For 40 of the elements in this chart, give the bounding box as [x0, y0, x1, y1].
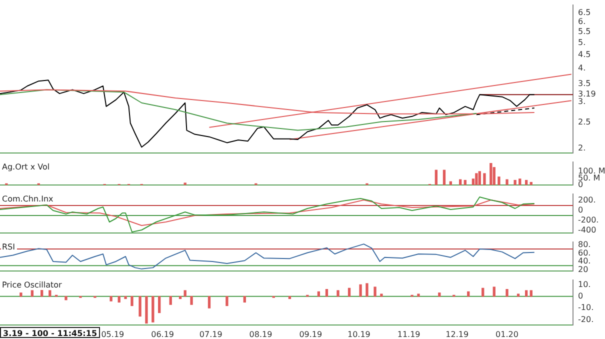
y-tick-label: 20 [578, 264, 588, 274]
y-tick-label: 200. [578, 196, 596, 205]
x-tick-label: 07.19 [199, 330, 222, 339]
y-tick-label: 0 [578, 180, 584, 190]
y-tick-label: 2.5 [578, 118, 591, 127]
y-tick-label: 50. M [578, 173, 600, 182]
y-tick-label: 60. [578, 248, 591, 258]
y-tick-label: 6.5 [578, 8, 591, 17]
x-tick-label: 10.19 [347, 330, 370, 339]
y-tick-label: 100. M [578, 166, 605, 176]
y-tick-label: 80. [578, 240, 591, 249]
y-tick-label: 5.5 [578, 27, 591, 36]
y-tick-label: 2. [578, 143, 586, 152]
y-tick-label: 0 [578, 206, 584, 215]
y-tick-label: 0 [578, 291, 584, 300]
y-tick-label: 6. [578, 17, 586, 26]
y-tick-label: 4. [578, 64, 586, 73]
chart-title: Com.Chn.Inx [2, 194, 54, 204]
y-tick-label: -400 [578, 226, 596, 235]
chart-title: RSI [2, 242, 15, 252]
x-tick-label: 06.19 [151, 330, 174, 339]
chart-title: Price Oscillator [2, 280, 63, 290]
x-tick-label: 11.19 [397, 330, 420, 339]
y-tick-label: 3. [578, 96, 586, 106]
chart-title: Ag.Ort x Vol [2, 162, 50, 172]
x-tick-label: 01.20 [496, 330, 518, 339]
x-tick-label: 12.19 [446, 330, 469, 339]
text: 3.19 - 100 - 11:45:15 [3, 329, 98, 338]
x-tick-label: 09.19 [299, 330, 322, 339]
y-tick-label: 4.5 [578, 50, 591, 60]
x-tick-label: 08.19 [249, 330, 272, 339]
y-tick-label: 3.5 [578, 79, 591, 88]
y-tick-label: -20. [578, 314, 594, 324]
y-tick-label: 10. [578, 280, 591, 289]
y-tick-label: -200. [578, 216, 599, 225]
y-tick-label: 3.19 [578, 90, 596, 99]
y-tick-label: 40. [578, 256, 591, 266]
y-tick-label: -10. [578, 303, 594, 312]
x-tick-label: 05.19 [101, 330, 124, 339]
y-tick-label: 5. [578, 38, 586, 48]
